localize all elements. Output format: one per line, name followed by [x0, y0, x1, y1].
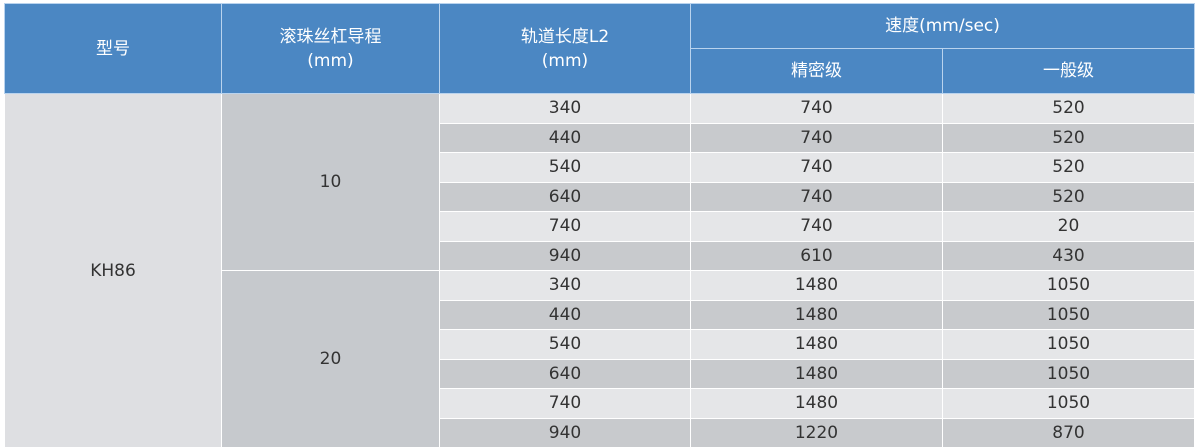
header-general: 一般级 [943, 49, 1195, 94]
general-speed-cell: 1050 [943, 389, 1195, 419]
length-cell: 740 [440, 212, 691, 242]
general-speed-cell: 520 [943, 153, 1195, 183]
precision-speed-cell: 740 [691, 153, 943, 183]
length-cell: 440 [440, 123, 691, 153]
header-length: 轨道长度L2(mm) [440, 4, 691, 94]
general-speed-cell: 520 [943, 123, 1195, 153]
general-speed-cell: 520 [943, 182, 1195, 212]
length-cell: 740 [440, 389, 691, 419]
lead-cell: 10 [222, 94, 440, 271]
precision-speed-cell: 740 [691, 182, 943, 212]
length-cell: 940 [440, 418, 691, 447]
general-speed-cell: 870 [943, 418, 1195, 447]
length-cell: 540 [440, 330, 691, 360]
general-speed-cell: 1050 [943, 359, 1195, 389]
model-cell: KH86 [5, 94, 222, 447]
precision-speed-cell: 1480 [691, 389, 943, 419]
length-cell: 940 [440, 241, 691, 271]
general-speed-cell: 1050 [943, 271, 1195, 301]
general-speed-cell: 520 [943, 94, 1195, 124]
length-cell: 340 [440, 271, 691, 301]
length-cell: 640 [440, 182, 691, 212]
general-speed-cell: 20 [943, 212, 1195, 242]
general-speed-cell: 1050 [943, 300, 1195, 330]
precision-speed-cell: 1480 [691, 271, 943, 301]
length-cell: 340 [440, 94, 691, 124]
header-model: 型号 [5, 4, 222, 94]
precision-speed-cell: 1480 [691, 330, 943, 360]
precision-speed-cell: 1220 [691, 418, 943, 447]
precision-speed-cell: 610 [691, 241, 943, 271]
header-lead: 滚珠丝杠导程(mm) [222, 4, 440, 94]
precision-speed-cell: 740 [691, 123, 943, 153]
precision-speed-cell: 1480 [691, 359, 943, 389]
lead-cell: 20 [222, 271, 440, 447]
general-speed-cell: 1050 [943, 330, 1195, 360]
length-cell: 640 [440, 359, 691, 389]
precision-speed-cell: 740 [691, 94, 943, 124]
header-speed: 速度(mm/sec) [691, 4, 1195, 49]
speed-spec-table: 型号 滚珠丝杠导程(mm) 轨道长度L2(mm) 速度(mm/sec) 精密级 … [4, 3, 1195, 447]
precision-speed-cell: 1480 [691, 300, 943, 330]
length-cell: 440 [440, 300, 691, 330]
precision-speed-cell: 740 [691, 212, 943, 242]
header-precision: 精密级 [691, 49, 943, 94]
general-speed-cell: 430 [943, 241, 1195, 271]
length-cell: 540 [440, 153, 691, 183]
